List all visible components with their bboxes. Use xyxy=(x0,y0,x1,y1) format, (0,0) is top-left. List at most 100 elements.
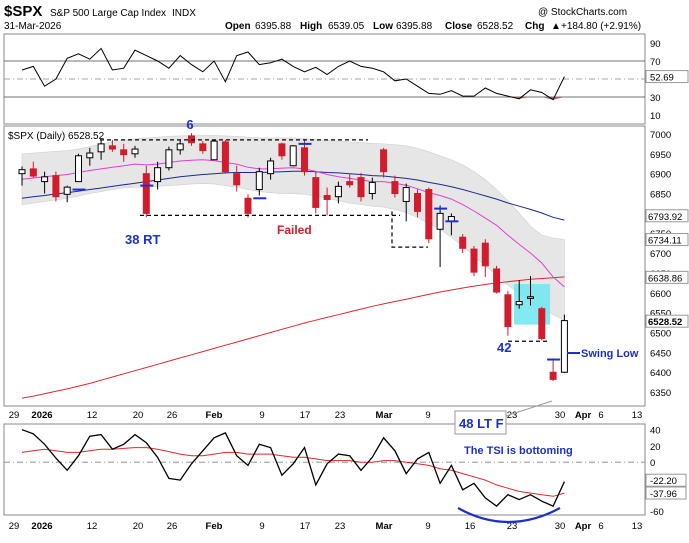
price-badge-box xyxy=(645,270,689,284)
price-badge-box xyxy=(645,209,689,223)
candle-body xyxy=(142,173,150,214)
candle xyxy=(108,139,116,152)
candle-body xyxy=(368,181,376,195)
candle-body xyxy=(504,294,512,328)
candle xyxy=(210,139,218,161)
watermark: @ StockCharts.com xyxy=(538,7,627,18)
price-frame xyxy=(3,125,646,407)
candle xyxy=(368,177,376,200)
candle xyxy=(470,245,478,277)
index-name: S&P 500 Large Cap Index xyxy=(50,8,166,19)
candle xyxy=(504,290,512,336)
price-badge: 6793.92 xyxy=(645,209,689,223)
rsi-line xyxy=(21,47,565,101)
candle xyxy=(142,165,150,218)
x-tick-label: 13 xyxy=(632,410,643,421)
candle-body xyxy=(560,320,568,373)
x-tick-label: Mar xyxy=(376,521,393,532)
chg-label: Chg xyxy=(525,21,544,32)
x-tick-label: 16 xyxy=(465,521,476,532)
candle xyxy=(131,145,139,158)
candle xyxy=(402,183,410,222)
tsi-badge: -22.20 xyxy=(645,473,687,487)
price-tick-label: 6500 xyxy=(650,329,671,340)
price-badge-box xyxy=(645,233,689,247)
annotation-tsi: The TSI is bottoming xyxy=(464,445,573,457)
candle xyxy=(267,157,275,180)
candle xyxy=(346,173,354,188)
price-badge-box xyxy=(645,314,689,328)
x-tick-label: 26 xyxy=(167,410,178,421)
x-tick-label: 9 xyxy=(259,521,264,532)
candle-body xyxy=(244,197,252,214)
candle-body xyxy=(481,242,489,267)
tsi-tick-label: 0 xyxy=(650,458,655,469)
price-tick-label: 6850 xyxy=(650,190,671,201)
low-value: 6395.88 xyxy=(396,21,433,32)
candle xyxy=(323,187,331,216)
candle-body xyxy=(436,212,444,230)
candle-body xyxy=(131,148,139,155)
annotation-failed: Failed xyxy=(277,223,312,237)
candle xyxy=(436,205,444,267)
price-tick-label: 6400 xyxy=(650,368,671,379)
candle xyxy=(41,171,49,194)
rsi-tick-label: 10 xyxy=(650,111,661,122)
x-tick-label: 6 xyxy=(598,410,603,421)
candle-body xyxy=(108,145,116,150)
candle xyxy=(18,166,26,186)
x-tick-label: Feb xyxy=(206,521,223,532)
x-tick-label: 29 xyxy=(9,410,20,421)
candle-body xyxy=(52,175,60,198)
candle xyxy=(538,306,546,341)
candle-body xyxy=(391,181,399,195)
x-tick-label: 17 xyxy=(300,410,311,421)
candle-body xyxy=(289,145,297,167)
candle-body xyxy=(549,371,557,380)
candle xyxy=(312,171,320,214)
candle-body xyxy=(18,169,26,175)
x-tick-label: 9 xyxy=(425,410,430,421)
tsi-badge-value: -22.20 xyxy=(650,476,677,487)
candle xyxy=(244,194,252,218)
candle-body xyxy=(538,308,546,339)
candle xyxy=(301,139,308,176)
tsi-tick-label: 40 xyxy=(650,426,661,437)
rsi-badge-value: 52.69 xyxy=(650,73,674,84)
candle xyxy=(120,143,128,162)
candle-body xyxy=(493,268,501,293)
candle xyxy=(391,175,399,198)
price-badge-value: 6638.86 xyxy=(648,273,682,284)
close-label: Close xyxy=(445,21,473,32)
candle-body xyxy=(165,149,173,169)
candle xyxy=(86,147,94,166)
x-tick-label: 13 xyxy=(632,521,643,532)
candle xyxy=(289,145,297,167)
x-tick-label: 23 xyxy=(507,521,518,532)
x-tick-label: 2026 xyxy=(31,521,52,532)
rsi-tick-label: 30 xyxy=(650,93,661,104)
candle-body xyxy=(414,193,421,212)
x-tick-label: Feb xyxy=(206,410,223,421)
open-value: 6395.88 xyxy=(255,21,292,32)
x-tick-label: Mar xyxy=(376,410,393,421)
ma200-line xyxy=(21,276,565,399)
candle xyxy=(334,181,342,204)
candle xyxy=(221,139,229,174)
candle-body xyxy=(267,160,275,175)
annotation-38rt: 38 RT xyxy=(125,232,160,247)
breakdown-line xyxy=(391,211,428,248)
rsi-tick-label: 90 xyxy=(650,39,661,50)
price-tick-label: 6600 xyxy=(650,289,671,300)
candle xyxy=(278,142,286,160)
symbol-label: $SPX xyxy=(4,3,42,20)
annotations: 6 38 RT Failed 42 Swing Low 48 LT F The TSI is… xyxy=(72,117,639,523)
candle xyxy=(380,147,388,178)
candle xyxy=(75,153,82,183)
annotation-swing-low: Swing Low xyxy=(581,348,639,360)
candle xyxy=(481,239,489,277)
low-label: Low xyxy=(373,21,393,32)
tsi-badge-box xyxy=(645,473,687,487)
x-tick-label: 23 xyxy=(335,521,346,532)
